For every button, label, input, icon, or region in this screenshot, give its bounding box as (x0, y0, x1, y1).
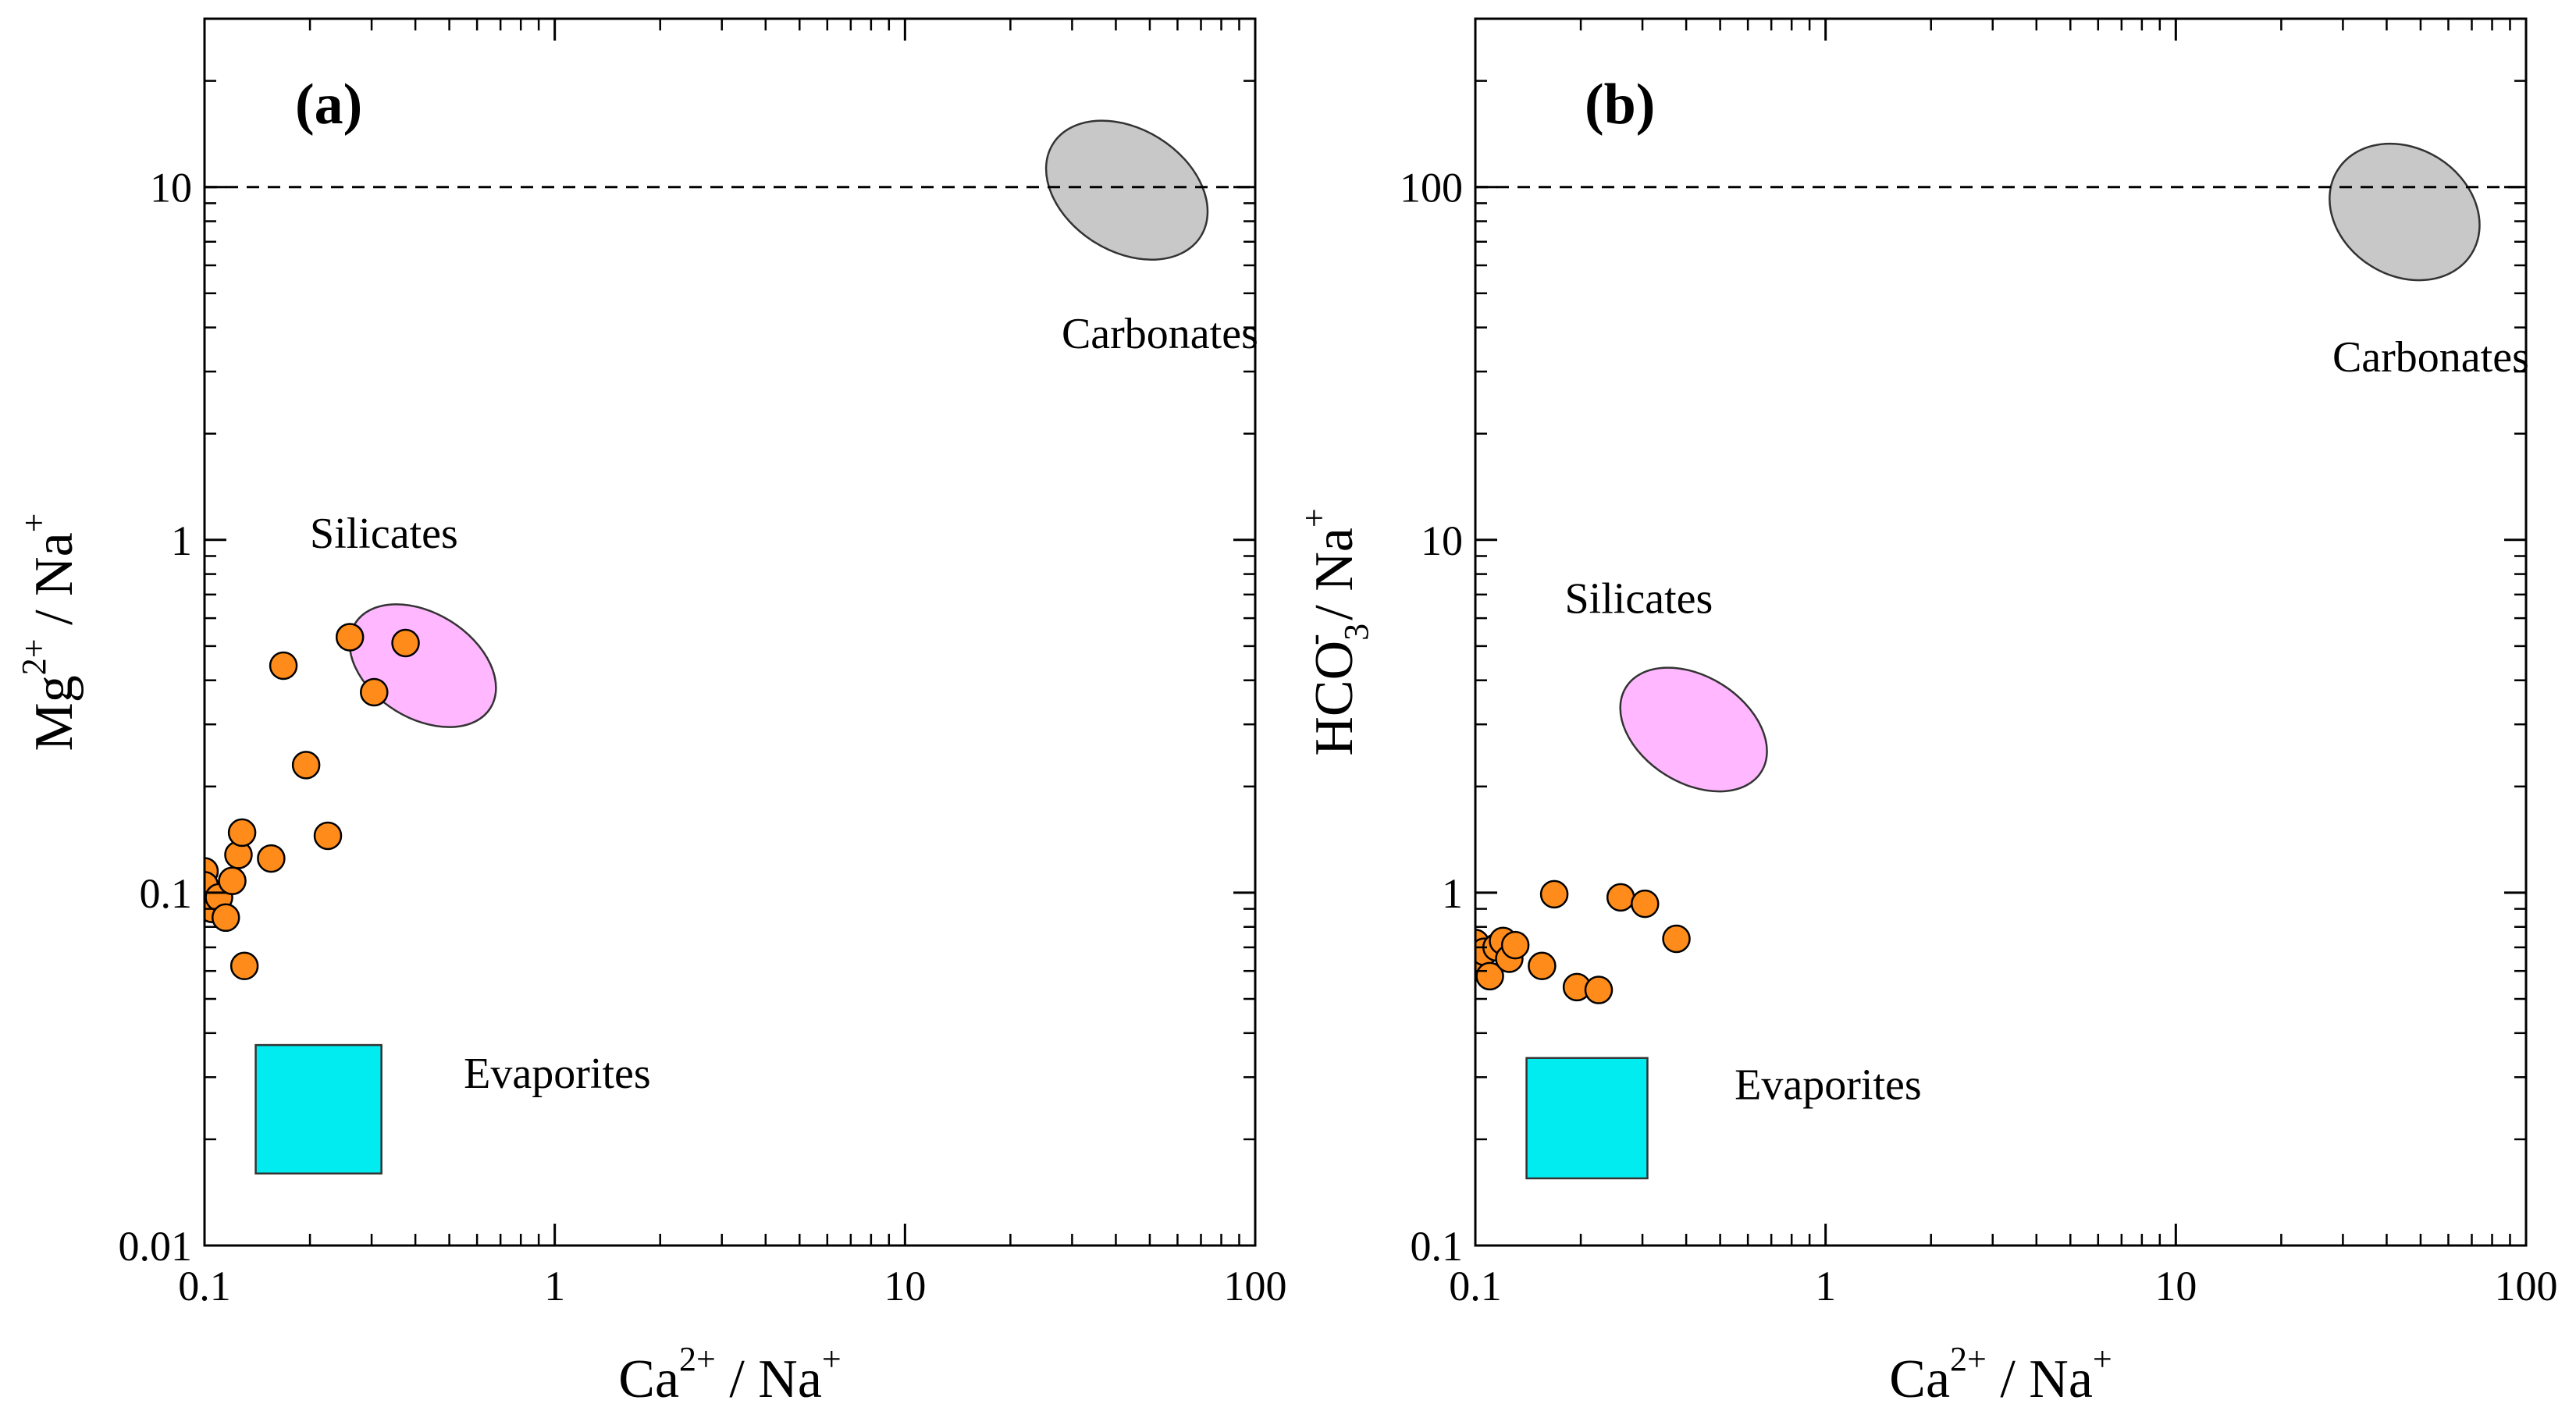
axis-title-part: 2+ (1950, 1340, 1987, 1378)
plot-area (1475, 142, 2526, 1180)
axis-title-part: HCO (1304, 641, 1364, 756)
evaporites-label: Evaporites (1735, 1061, 1921, 1109)
data-point (1539, 880, 1569, 909)
axis-title-part: Na (2029, 1349, 2093, 1409)
data-point (229, 951, 259, 981)
axis-title-part: / (716, 1349, 758, 1409)
silicates-region (348, 603, 497, 728)
panel-b: Carbonates Silicates Evaporites 0.1 1 10 100 0.… (1295, 17, 2558, 1409)
axis-title-part: + (2093, 1340, 2112, 1378)
data-point (1500, 930, 1530, 960)
panel-a: Carbonates Silicates Evaporites 0.1 1 10 100 0.… (15, 17, 1287, 1409)
silicates-label: Silicates (310, 510, 458, 558)
plot-area (205, 119, 1255, 1174)
data-point (1631, 889, 1660, 919)
x-tick-label: 0.1 (1449, 1263, 1502, 1310)
x-tick-label: 100 (1224, 1263, 1287, 1310)
axis-title-part: Na (758, 1349, 822, 1409)
data-point (269, 651, 298, 681)
axis-title-part: / (24, 596, 84, 638)
axis-title-part: 2+ (15, 638, 53, 675)
axis-title-part: 2+ (679, 1340, 716, 1378)
data-point (218, 866, 247, 896)
y-tick-label: 0.1 (140, 870, 193, 917)
y-axis-title: HCO3- / Na+ (1295, 508, 1375, 755)
evaporites-label: Evaporites (464, 1050, 650, 1098)
carbonates-label: Carbonates (2332, 333, 2529, 382)
x-axis-title: Ca2+ / Na+ (1889, 1340, 2112, 1409)
axis-title-part: - (1295, 634, 1333, 645)
data-point (257, 844, 286, 873)
x-tick-label: 10 (2154, 1263, 2197, 1310)
silicates-region (1619, 666, 1768, 793)
data-point (1584, 975, 1614, 1004)
data-point (227, 818, 257, 848)
x-tick-label: 100 (2495, 1263, 2558, 1310)
data-point (1475, 961, 1504, 991)
carbonates-label: Carbonates (1062, 310, 1258, 358)
panel-label: (a) (295, 73, 362, 137)
y-tick-label: 1 (1442, 870, 1463, 917)
data-point (211, 903, 240, 933)
carbonates-region (1044, 119, 1209, 261)
x-tick-label: 10 (884, 1263, 926, 1310)
plot-frame (203, 17, 1257, 1247)
data-point (360, 677, 389, 707)
y-axis-title: Mg2+ / Na+ (15, 513, 84, 752)
x-tick-label: 0.1 (178, 1263, 231, 1310)
evaporites-region (1525, 1057, 1649, 1180)
evaporites-region (254, 1043, 382, 1174)
y-tick-label: 10 (150, 165, 192, 211)
axis-title-part: Na (1304, 528, 1364, 592)
axis-title-part: + (1295, 508, 1333, 528)
x-tick-label: 1 (544, 1263, 565, 1310)
data-point (291, 751, 321, 780)
x-axis-title: Ca2+ / Na+ (618, 1340, 841, 1409)
x-tick-label: 1 (1815, 1263, 1836, 1310)
axis-title-part: / (1304, 592, 1364, 634)
axis-title-part: 3 (1337, 624, 1375, 641)
axis-title-part: / (1987, 1349, 2029, 1409)
axis-title-part: Ca (1889, 1349, 1950, 1409)
axis-title-part: + (15, 513, 53, 533)
data-point (1662, 924, 1691, 954)
data-point (1528, 951, 1557, 981)
carbonates-region (2329, 142, 2481, 282)
y-tick-label: 0.01 (119, 1223, 193, 1270)
data-point (1606, 883, 1635, 912)
y-tick-label: 0.1 (1411, 1223, 1464, 1270)
y-tick-label: 100 (1400, 165, 1463, 211)
axis-title-part: Mg (24, 675, 84, 751)
y-tick-label: 10 (1421, 517, 1463, 564)
y-tick-label: 1 (171, 517, 192, 564)
axis-title-part: + (822, 1340, 841, 1378)
data-point (313, 821, 343, 851)
silicates-label: Silicates (1565, 575, 1713, 624)
data-point (335, 623, 365, 652)
panel-label: (b) (1585, 73, 1655, 137)
axis-title-part: Na (24, 532, 84, 596)
axis-title-part: Ca (618, 1349, 679, 1409)
plot-frame (1474, 17, 2528, 1247)
data-point (391, 628, 420, 658)
